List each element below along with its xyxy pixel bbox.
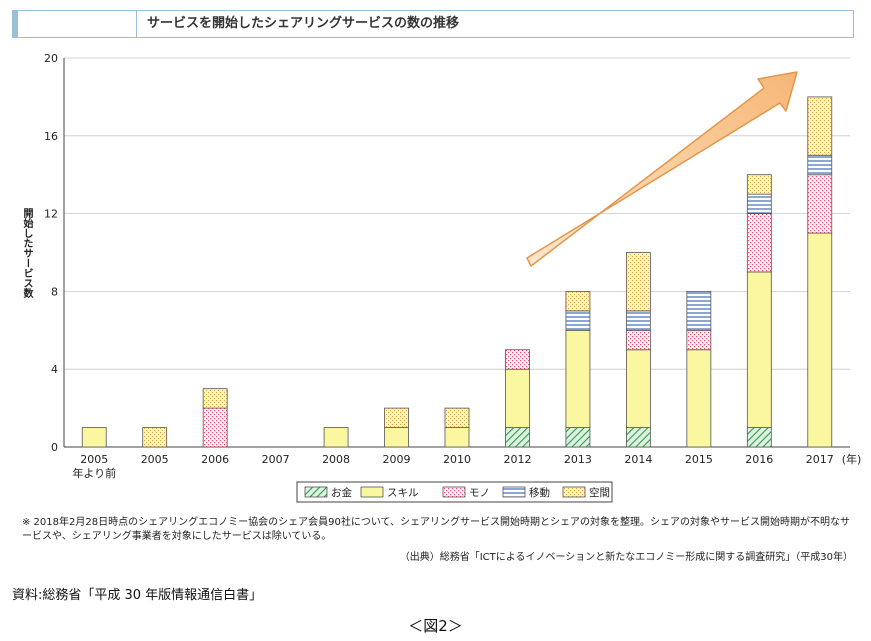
- bar-segment-kukan: [807, 96, 833, 156]
- bar-segment-skill: [384, 427, 409, 448]
- bar-segment-skill: [81, 427, 107, 448]
- x-tick-label: 2005: [141, 453, 169, 466]
- legend-label-kukan: 空間: [589, 486, 610, 499]
- legend-label-skill: スキル: [387, 487, 419, 499]
- bar-segment-mono: [746, 213, 772, 273]
- x-tick-label: 2016: [745, 453, 773, 466]
- x-tick-label: 年より前: [72, 466, 116, 480]
- bar-segment-money: [625, 427, 651, 448]
- bar-segment-skill: [505, 368, 530, 428]
- bar-segment-skill: [686, 349, 712, 448]
- bar-segment-ido: [565, 310, 591, 331]
- bar-segment-skill: [323, 427, 349, 448]
- bar-segment-mono: [202, 407, 228, 448]
- bar-segment-ido: [807, 154, 833, 176]
- legend-label-ido: 移動: [529, 486, 550, 499]
- caption: 資料:総務省「平成 30 年版情報通信白書」: [12, 588, 263, 603]
- bar-segment-money: [746, 427, 772, 448]
- bar-segment-ido: [686, 290, 712, 331]
- bar-segment-kukan: [444, 407, 470, 428]
- x-tick-label: 2006: [201, 453, 229, 466]
- legend-swatch-money: [304, 486, 328, 498]
- bar-segment-kukan: [384, 407, 409, 428]
- y-tick-label: 16: [44, 130, 58, 143]
- bar-segment-skill: [444, 427, 470, 448]
- bar-segment-skill: [807, 232, 833, 448]
- x-tick-label: 2012: [503, 453, 531, 466]
- bar-segment-ido: [625, 310, 651, 331]
- bar-segment-mono: [505, 349, 530, 370]
- bar-segment-skill: [746, 271, 772, 428]
- bar-segment-kukan: [746, 174, 772, 195]
- y-tick-label: 12: [44, 208, 58, 221]
- y-tick-label: 4: [51, 363, 58, 376]
- x-tick-label: 2005: [80, 453, 108, 466]
- y-tick-label: 8: [51, 285, 58, 298]
- bar-segment-kukan: [625, 252, 651, 312]
- bar-segment-money: [505, 427, 530, 448]
- legend-swatch-skill: [360, 486, 384, 498]
- x-tick-label: 2009: [383, 453, 411, 466]
- legend-label-money: お金: [331, 486, 352, 499]
- bar-segment-mono: [625, 329, 651, 351]
- trend-arrow: [526, 71, 798, 267]
- legend-swatch-ido: [502, 486, 526, 498]
- legend-swatch-kukan: [562, 486, 586, 498]
- x-tick-label: 2008: [322, 453, 350, 466]
- x-tick-label: 2013: [564, 453, 592, 466]
- y-tick-label: 20: [44, 52, 58, 65]
- chart-title: サービスを開始したシェアリングサービスの数の推移: [136, 11, 852, 37]
- x-tick-label: 2010: [443, 453, 471, 466]
- bar-segment-mono: [686, 329, 712, 351]
- bar-segment-money: [565, 427, 591, 448]
- chart-title-box: サービスを開始したシェアリングサービスの数の推移: [12, 10, 854, 38]
- y-axis-label: 開始したサービス数: [21, 208, 32, 298]
- bar-segment-kukan: [142, 427, 168, 448]
- x-tick-label: 2017: [806, 453, 834, 466]
- bar-segment-kukan: [202, 388, 228, 409]
- footnote: ※ 2018年2月28日時点のシェアリングエコノミー協会のシェア会員90社につい…: [22, 517, 851, 542]
- x-tick-label: 2015: [685, 453, 713, 466]
- x-axis-unit: (年): [842, 452, 862, 466]
- bar-segment-skill: [565, 329, 591, 428]
- y-tick-label: 0: [51, 441, 58, 454]
- bar-segment-skill: [625, 349, 651, 428]
- bar-segment-kukan: [565, 290, 591, 312]
- bar-segment-mono: [807, 174, 833, 234]
- legend-label-mono: モノ: [469, 487, 490, 499]
- x-tick-label: 2007: [262, 453, 290, 466]
- bar-segment-ido: [746, 193, 772, 214]
- figure-label: ＜図2＞: [408, 617, 463, 635]
- x-tick-label: 2014: [624, 453, 652, 466]
- legend-swatch-mono: [442, 486, 466, 498]
- source-citation: （出典）総務省「ICTによるイノベーションと新たなエコノミー形成に関する調査研究…: [399, 552, 853, 563]
